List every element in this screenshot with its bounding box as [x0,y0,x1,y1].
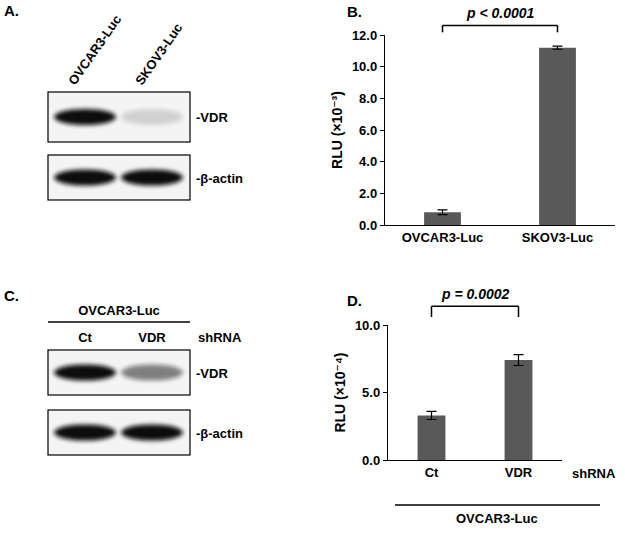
svg-text:0.0: 0.0 [359,218,377,233]
svg-text:-VDR: -VDR [196,366,228,381]
svg-text:10.0: 10.0 [352,59,377,74]
svg-text:OVCAR3-Luc: OVCAR3-Luc [65,12,124,87]
svg-text:OVCAR3-Luc: OVCAR3-Luc [402,230,484,245]
svg-text:A.: A. [4,2,19,19]
svg-text:2.0: 2.0 [359,186,377,201]
svg-text:-β-actin: -β-actin [196,426,243,441]
svg-text:OVCAR3-Luc: OVCAR3-Luc [78,303,160,318]
svg-text:8.0: 8.0 [359,91,377,106]
svg-text:6.0: 6.0 [359,123,377,138]
svg-text:12.0: 12.0 [352,28,377,43]
svg-text:SKOV3-Luc: SKOV3-Luc [522,230,594,245]
svg-text:RLU (×10⁻³): RLU (×10⁻³) [329,91,345,169]
svg-text:p < 0.0001: p < 0.0001 [466,5,535,21]
svg-text:-VDR: -VDR [196,110,228,125]
svg-text:RLU (×10⁻⁴): RLU (×10⁻⁴) [332,352,348,432]
svg-text:5.0: 5.0 [362,385,380,400]
svg-text:D.: D. [347,292,362,309]
svg-text:p = 0.0002: p = 0.0002 [441,286,510,302]
svg-text:C.: C. [4,287,19,304]
svg-text:B.: B. [347,3,362,20]
svg-text:-β-actin: -β-actin [196,171,243,186]
svg-text:OVCAR3-Luc: OVCAR3-Luc [456,511,538,526]
svg-text:shRNA: shRNA [198,330,242,345]
svg-text:VDR: VDR [138,330,166,345]
svg-text:4.0: 4.0 [359,154,377,169]
svg-text:0.0: 0.0 [362,453,380,468]
svg-text:VDR: VDR [505,465,533,480]
svg-text:shRNA: shRNA [572,466,616,481]
svg-text:Ct: Ct [78,330,92,345]
svg-text:Ct: Ct [425,465,439,480]
svg-text:SKOV3-Luc: SKOV3-Luc [132,21,185,88]
svg-text:10.0: 10.0 [355,318,380,333]
